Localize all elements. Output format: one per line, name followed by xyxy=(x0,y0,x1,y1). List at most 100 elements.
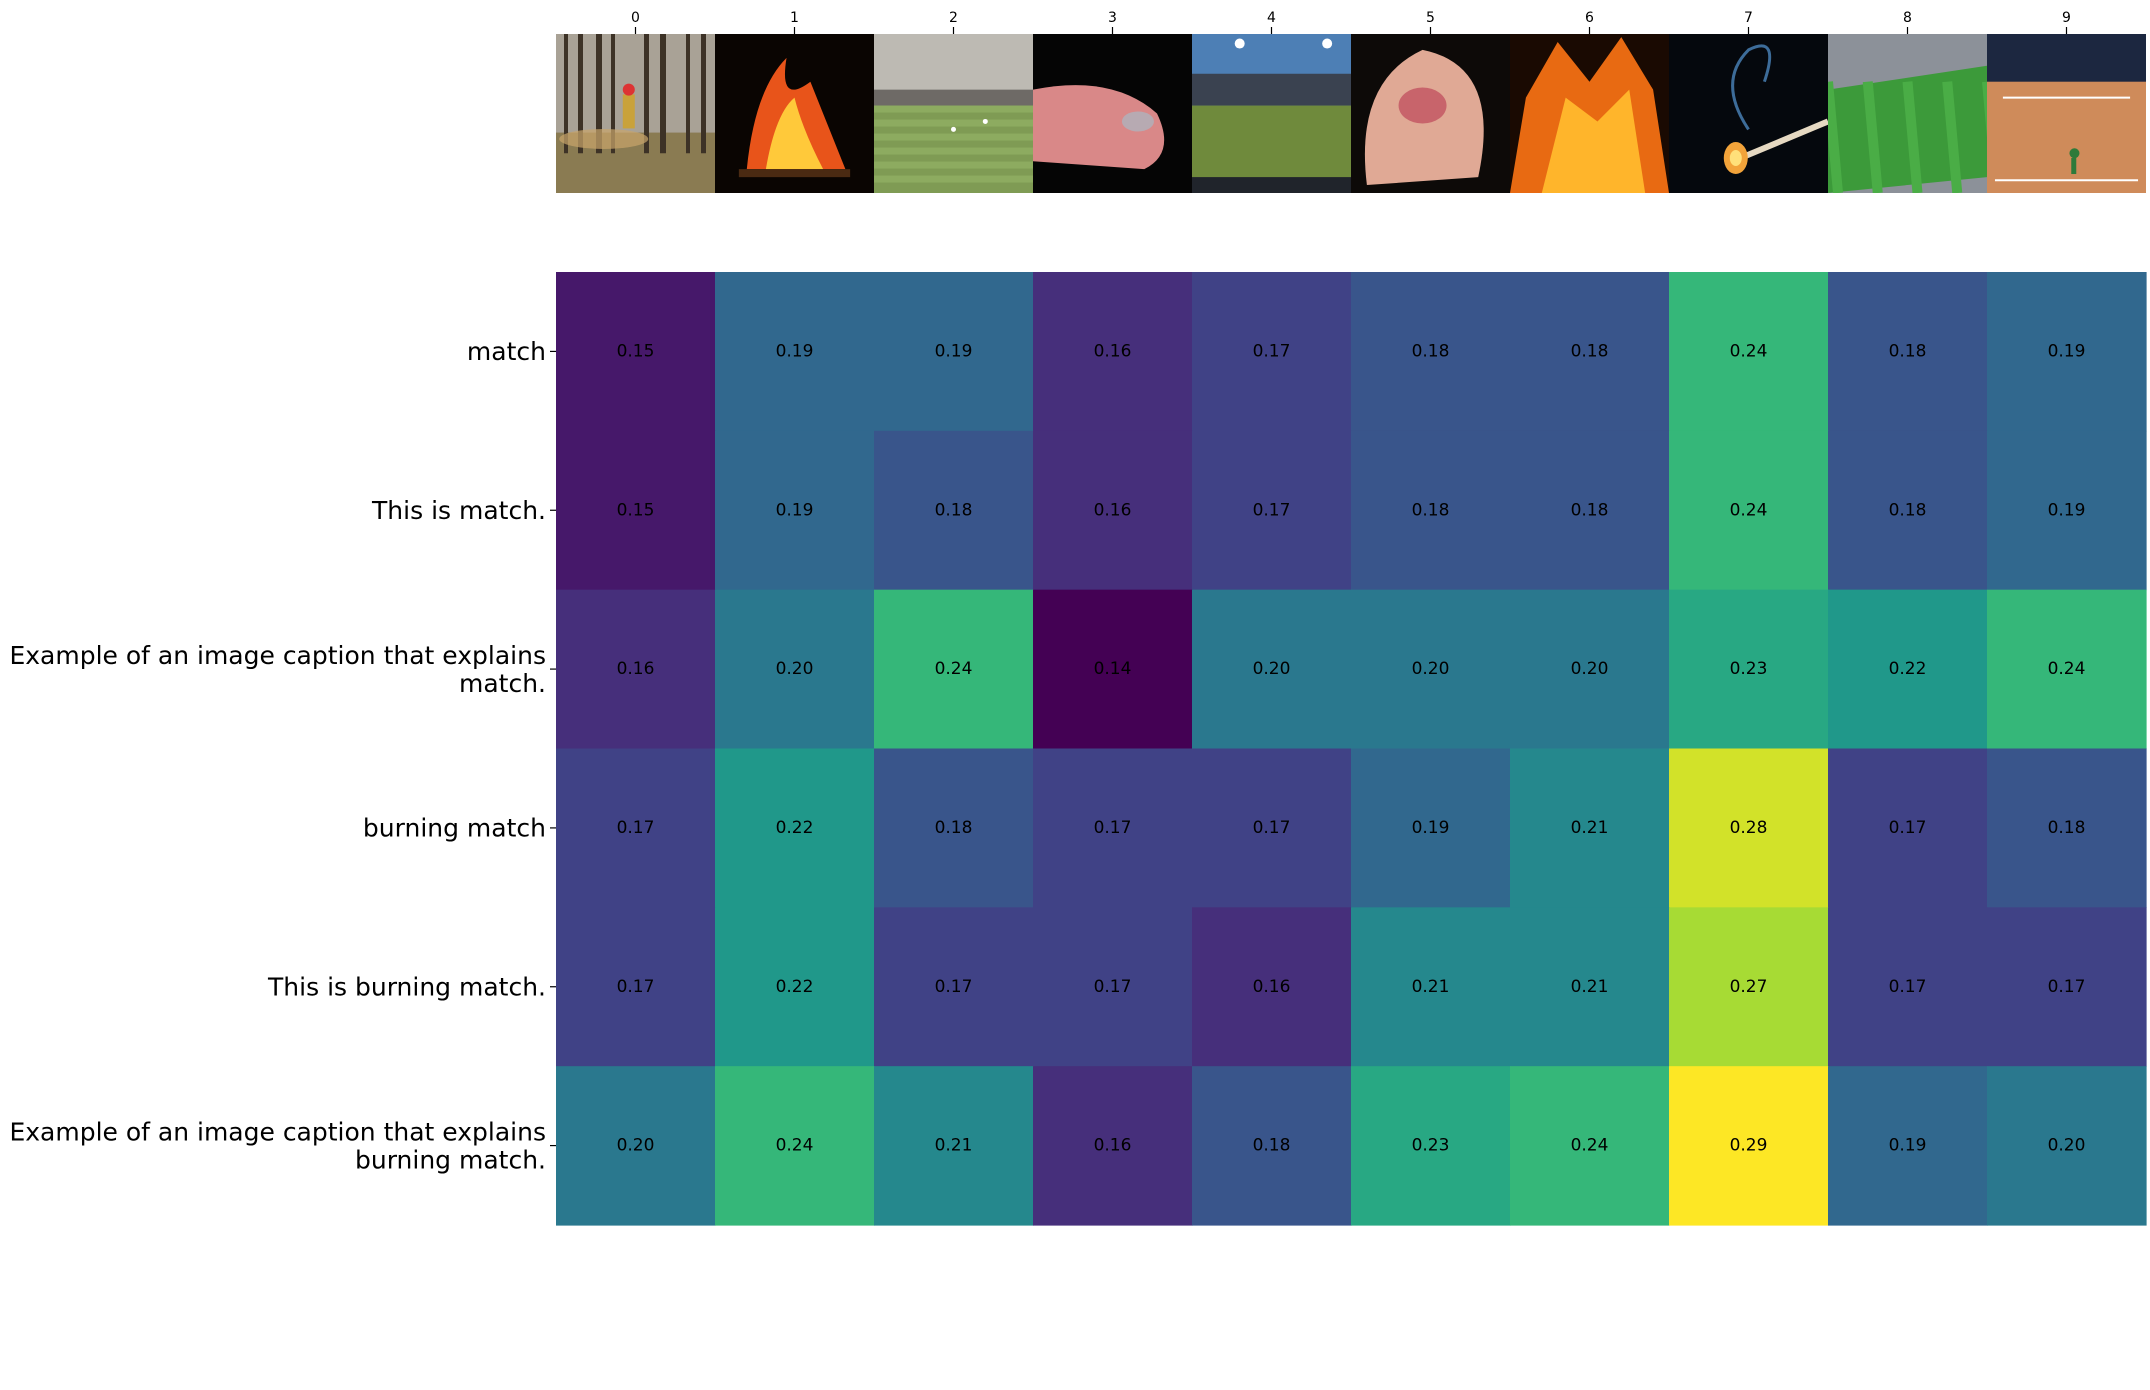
cell-value-label: 0.18 xyxy=(1889,341,1927,361)
cell-value-label: 0.17 xyxy=(935,977,973,997)
heatmap-cell xyxy=(1987,272,2147,432)
tennis-match-image xyxy=(1987,34,2146,193)
cell-value-label: 0.19 xyxy=(776,500,814,520)
cell-value-label: 0.16 xyxy=(617,659,655,679)
heatmap-cells: 0.15 0.19 0.19 0.16 0.17 0.18 0.18 0.24 0.18 0.19… xyxy=(556,272,2147,1226)
heatmap-cell xyxy=(556,272,716,432)
heatmap-cell xyxy=(1510,1066,1670,1226)
heatmap-cell xyxy=(1669,748,1829,908)
column-label: 3 xyxy=(1108,10,1117,26)
heatmap-cell xyxy=(1510,748,1670,908)
heatmap-cell xyxy=(874,1066,1034,1226)
heatmap-cell xyxy=(1669,907,1829,1067)
cell-value-label: 0.23 xyxy=(1412,1136,1450,1156)
row-label: match xyxy=(467,337,546,366)
heatmap-cell xyxy=(1192,748,1352,908)
heatmap-cell xyxy=(1510,430,1670,591)
heatmap-cell xyxy=(1669,430,1829,591)
heatmap-cell xyxy=(1828,1066,1988,1226)
cell-value-label: 0.17 xyxy=(1094,977,1132,997)
heatmap-cell xyxy=(874,748,1034,908)
heatmap-cell xyxy=(874,272,1034,432)
heatmap-cell xyxy=(1987,907,2147,1067)
column-label: 1 xyxy=(790,10,799,26)
cell-value-label: 0.18 xyxy=(1412,500,1450,520)
cell-value-label: 0.21 xyxy=(1412,977,1450,997)
heatmap-cell xyxy=(874,430,1034,591)
heatmap-cell xyxy=(874,589,1034,750)
heatmap-cell xyxy=(1351,907,1511,1067)
cell-value-label: 0.24 xyxy=(776,1136,814,1156)
heatmap-cell xyxy=(715,430,875,591)
burned-finger-image xyxy=(1033,34,1192,193)
cell-value-label: 0.18 xyxy=(2048,818,2086,838)
heatmap-cell xyxy=(1192,1066,1352,1226)
cell-value-label: 0.27 xyxy=(1730,977,1768,997)
heatmap-cell xyxy=(1987,589,2147,750)
cell-value-label: 0.24 xyxy=(935,659,973,679)
heatmap-cell xyxy=(1192,907,1352,1067)
cell-value-label: 0.16 xyxy=(1094,1136,1132,1156)
heatmap-cell xyxy=(1192,430,1352,591)
heatmap-cell xyxy=(1351,430,1511,591)
cell-value-label: 0.18 xyxy=(1889,500,1927,520)
heatmap-cell xyxy=(1351,272,1511,432)
cell-value-label: 0.29 xyxy=(1730,1136,1768,1156)
heatmap-cell xyxy=(556,430,716,591)
cell-value-label: 0.17 xyxy=(1253,341,1291,361)
cell-value-label: 0.28 xyxy=(1730,818,1768,838)
heatmap-cell xyxy=(1510,272,1670,432)
forest-fire-firefighter-image xyxy=(556,34,715,193)
cricket-stadium-image xyxy=(874,34,1033,193)
cell-value-label: 0.24 xyxy=(1730,500,1768,520)
heatmap-cell xyxy=(1987,430,2147,591)
heatmap-cell xyxy=(1192,589,1352,750)
cell-value-label: 0.19 xyxy=(776,341,814,361)
column-label: 6 xyxy=(1585,10,1594,26)
cell-value-label: 0.20 xyxy=(1571,659,1609,679)
column-label: 8 xyxy=(1903,10,1912,26)
heatmap-cell xyxy=(1987,748,2147,908)
row-label: This is match. xyxy=(371,496,546,525)
column-label: 5 xyxy=(1426,10,1435,26)
cell-value-label: 0.19 xyxy=(1889,1136,1927,1156)
cell-value-label: 0.15 xyxy=(617,341,655,361)
heatmap-cell xyxy=(1510,589,1670,750)
heatmap-cell xyxy=(1669,589,1829,750)
heatmap-cell xyxy=(1033,430,1193,591)
column-label: 0 xyxy=(631,10,640,26)
campfire-flames-image xyxy=(715,34,874,193)
cell-value-label: 0.22 xyxy=(776,977,814,997)
heatmap-cell xyxy=(1669,272,1829,432)
heatmap-cell xyxy=(715,589,875,750)
cell-value-label: 0.22 xyxy=(1889,659,1927,679)
cell-value-label: 0.24 xyxy=(1571,1136,1609,1156)
row-labels: match This is match. Example of an image c… xyxy=(9,337,556,1174)
cricket-ground-night-image xyxy=(1192,34,1351,193)
heatmap-cell xyxy=(1192,272,1352,432)
cell-value-label: 0.17 xyxy=(1889,977,1927,997)
heatmap-cell xyxy=(1828,589,1988,750)
burned-hand-image xyxy=(1351,34,1510,193)
cell-value-label: 0.17 xyxy=(1889,818,1927,838)
cell-value-label: 0.17 xyxy=(1253,500,1291,520)
cell-value-label: 0.20 xyxy=(1253,659,1291,679)
cell-value-label: 0.17 xyxy=(617,977,655,997)
heatmap-cell xyxy=(556,589,716,750)
cell-value-label: 0.24 xyxy=(2048,659,2086,679)
column-label: 4 xyxy=(1267,10,1276,26)
cell-value-label: 0.21 xyxy=(935,1136,973,1156)
heatmap-cell xyxy=(1033,907,1193,1067)
heatmap-cell xyxy=(556,748,716,908)
heatmap-cell xyxy=(715,748,875,908)
bonfire-image xyxy=(1510,34,1669,193)
column-label: 7 xyxy=(1744,10,1753,26)
cell-value-label: 0.20 xyxy=(617,1136,655,1156)
column-thumbnails xyxy=(556,34,2146,193)
cell-value-label: 0.18 xyxy=(1571,341,1609,361)
column-label: 9 xyxy=(2062,10,2071,26)
heatmap-cell xyxy=(1351,589,1511,750)
column-label: 2 xyxy=(949,10,958,26)
burning-matchstick-image xyxy=(1669,34,1828,193)
cell-value-label: 0.17 xyxy=(617,818,655,838)
